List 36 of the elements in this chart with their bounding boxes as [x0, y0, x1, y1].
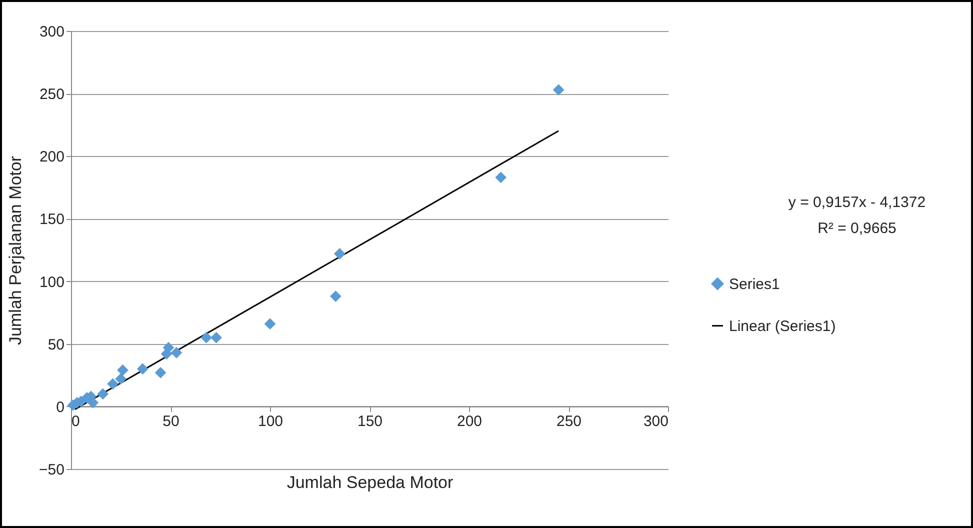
point — [136, 363, 148, 375]
y-tick-label: 0 — [56, 398, 64, 416]
legend-label: Series1 — [729, 276, 780, 293]
point — [334, 248, 346, 260]
y-tick-label: 100 — [39, 274, 64, 291]
y-tick-label: 300 — [39, 24, 64, 40]
x-tick-label: 200 — [456, 412, 482, 430]
point — [117, 364, 128, 376]
point — [115, 373, 126, 385]
point — [154, 366, 166, 378]
x-tick-label: 250 — [556, 412, 582, 430]
point — [107, 378, 118, 390]
x-tick-label: 150 — [357, 412, 383, 430]
point — [162, 342, 174, 354]
y-axis-title: Jumlah Perjalanan Motor — [6, 156, 26, 345]
legend-label: Linear (Series1) — [729, 318, 836, 335]
x-tick-label: 300 — [643, 412, 668, 430]
x-tick-label: 0 — [72, 412, 80, 430]
x-tick-label: 100 — [258, 412, 284, 430]
y-tick-label: 250 — [39, 86, 64, 104]
point — [200, 332, 212, 344]
y-tick-label: −50 — [39, 462, 64, 478]
y-tick-label: 50 — [48, 336, 64, 354]
text: R² = 0,9665 — [816, 219, 898, 239]
x-axis-title: Jumlah Sepeda Motor — [286, 472, 454, 492]
point — [210, 332, 222, 344]
y-tick-label: 200 — [39, 148, 64, 166]
point — [330, 290, 342, 302]
point — [552, 84, 564, 96]
text: y = 0,9157x - 4,1372 — [787, 193, 927, 213]
point — [495, 172, 507, 184]
y-tick-label: 150 — [39, 211, 64, 228]
point — [170, 346, 182, 358]
point — [97, 388, 109, 400]
point — [264, 318, 276, 330]
x-tick-label: 50 — [162, 412, 180, 430]
